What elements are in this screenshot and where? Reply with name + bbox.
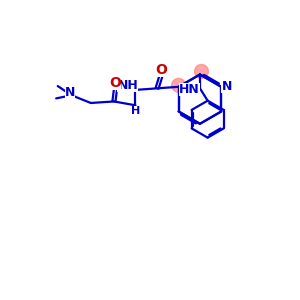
Circle shape [172,78,185,92]
Text: HN: HN [179,82,200,96]
Text: O: O [110,76,122,90]
Circle shape [195,64,208,78]
Text: H: H [131,106,140,116]
Text: NH: NH [117,79,138,92]
Text: N: N [65,86,75,99]
Text: N: N [221,80,232,93]
Text: O: O [155,63,167,77]
